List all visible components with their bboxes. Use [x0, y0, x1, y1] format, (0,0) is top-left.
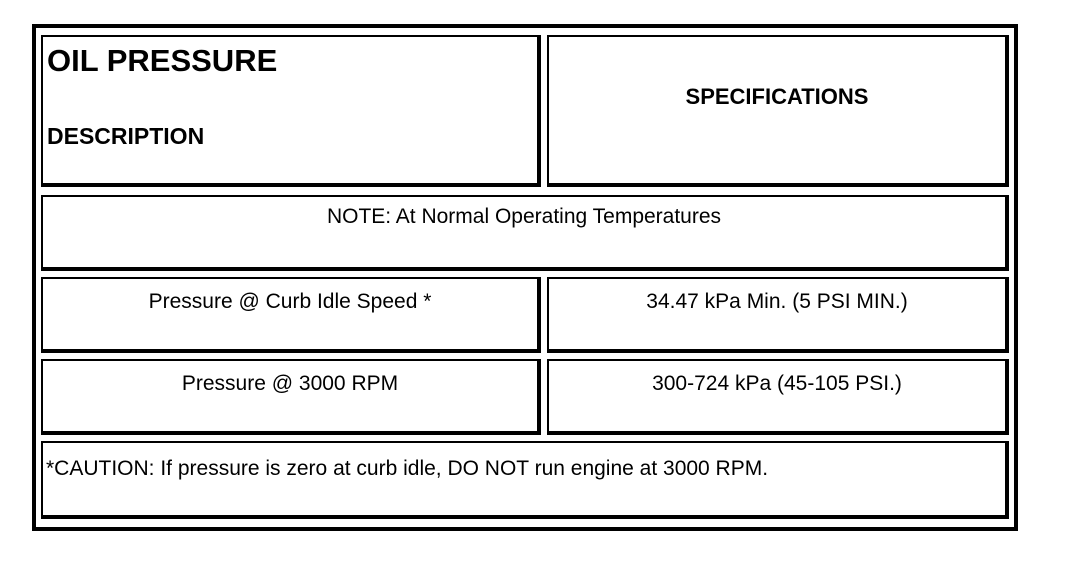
row-specification: 300-724 kPa (45-105 PSI.)	[652, 372, 902, 395]
caution-text: *CAUTION: If pressure is zero at curb id…	[46, 457, 769, 480]
note-text: NOTE: At Normal Operating Temperatures	[326, 205, 722, 228]
description-header: DESCRIPTION	[47, 123, 205, 149]
row-description: Pressure @ 3000 RPM	[181, 372, 399, 395]
header-specifications-cell: SPECIFICATIONS	[547, 35, 1009, 187]
table-row-2-description: Pressure @ 3000 RPM	[41, 359, 541, 435]
spec-table-border	[32, 24, 1018, 531]
row-specification: 34.47 kPa Min. (5 PSI MIN.)	[646, 290, 908, 313]
note-cell: NOTE: At Normal Operating Temperatures	[41, 195, 1009, 271]
header-description-cell: OIL PRESSURE DESCRIPTION	[41, 35, 541, 187]
table-row-1-description: Pressure @ Curb Idle Speed *	[41, 277, 541, 353]
caution-cell: *CAUTION: If pressure is zero at curb id…	[41, 441, 1009, 519]
table-title: OIL PRESSURE	[47, 43, 278, 78]
table-row-1-specification: 34.47 kPa Min. (5 PSI MIN.)	[547, 277, 1009, 353]
specifications-header: SPECIFICATIONS	[685, 84, 869, 109]
table-row-2-specification: 300-724 kPa (45-105 PSI.)	[547, 359, 1009, 435]
row-description: Pressure @ Curb Idle Speed *	[148, 290, 432, 313]
